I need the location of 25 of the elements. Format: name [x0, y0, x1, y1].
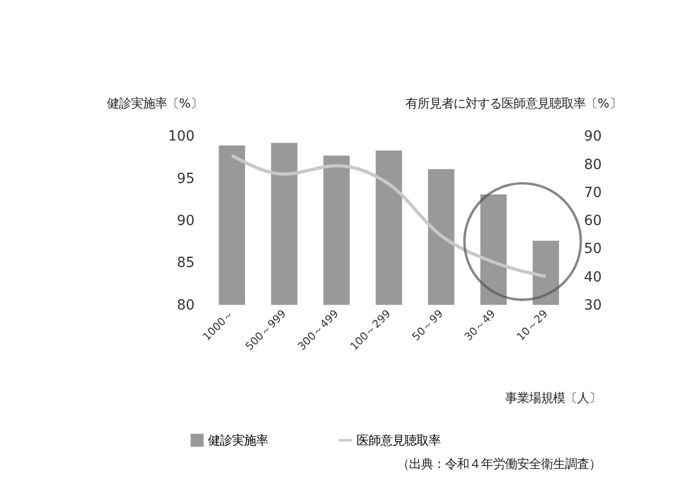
legend-label: 医師意見聴取率	[356, 433, 440, 448]
y2-tick-label: 50	[584, 241, 602, 258]
y-tick-label: 80	[176, 297, 195, 314]
y2-tick-label: 80	[584, 156, 602, 173]
line-series	[230, 154, 548, 278]
y2-tick-label: 30	[584, 297, 602, 314]
x-tick-label: 50～99	[409, 307, 446, 344]
x-tick-label: 100～299	[348, 307, 394, 353]
y-tick-label: 95	[176, 170, 195, 187]
text: （出典：令和４年労働安全衛生調査）	[396, 456, 601, 471]
y-tick-label: 85	[176, 255, 195, 272]
y2-tick-label: 40	[584, 269, 602, 286]
y2-tick-label: 70	[584, 184, 602, 201]
y2-axis-title: 有所見者に対する医師意見聴取率〔%〕	[406, 96, 622, 110]
x-axis-title: 事業場規模〔人〕	[504, 391, 601, 406]
y-axis-title: 健診実施率〔%〕	[106, 96, 203, 110]
y-tick-label: 100	[168, 128, 195, 145]
y2-tick-label: 90	[584, 128, 602, 145]
y-tick-label: 90	[176, 213, 195, 230]
x-tick-label: 500～999	[242, 307, 289, 353]
y2-tick-label: 60	[584, 213, 602, 230]
x-tick-label: 300～499	[295, 307, 342, 353]
x-tick-label: 30～49	[462, 307, 498, 344]
x-tick-label: 10～29	[514, 307, 550, 344]
legend-label: 健診実施率	[208, 433, 268, 448]
